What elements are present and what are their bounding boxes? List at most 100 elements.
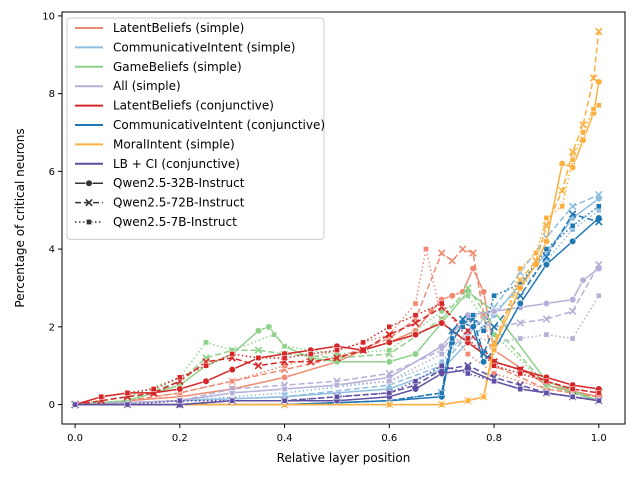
- y-tick-label: 8: [49, 89, 55, 100]
- data-point: [385, 330, 394, 339]
- legend-marker: [85, 198, 93, 207]
- data-point: [281, 397, 288, 404]
- data-point: [334, 393, 340, 400]
- legend-label: LatentBeliefs (conjunctive): [113, 99, 274, 113]
- data-point: [254, 327, 262, 335]
- data-point: [517, 265, 524, 272]
- x-axis: 0.0 0.2 0.4 0.6 0.8 1.0: [67, 424, 607, 444]
- data-point: [438, 319, 446, 327]
- data-point: [411, 319, 420, 327]
- data-point: [589, 74, 598, 82]
- data-point: [542, 299, 551, 308]
- legend-label: Qwen2.5-72B-Instruct: [113, 196, 245, 210]
- data-point: [543, 390, 550, 396]
- data-point: [98, 393, 105, 400]
- data-point: [517, 335, 524, 342]
- series-line-19: [75, 31, 600, 406]
- data-point: [228, 365, 236, 374]
- data-point: [465, 370, 471, 377]
- data-point: [579, 120, 587, 129]
- data-point: [307, 351, 314, 357]
- data-point: [386, 347, 393, 354]
- data-point: [437, 249, 446, 257]
- data-point: [150, 386, 157, 392]
- data-point: [517, 370, 524, 377]
- y-axis-label: Percentage of critical neurons: [13, 128, 27, 307]
- data-point: [281, 386, 288, 392]
- data-point: [568, 210, 577, 218]
- data-point: [491, 362, 497, 369]
- data-point: [280, 373, 289, 381]
- data-point: [265, 323, 273, 331]
- data-point: [386, 323, 393, 330]
- data-point: [412, 312, 419, 319]
- plot-frame: [61, 11, 626, 425]
- data-point: [229, 351, 236, 357]
- data-point: [517, 386, 524, 392]
- data-point: [438, 362, 445, 369]
- data-point: [176, 397, 183, 404]
- data-point: [568, 202, 577, 211]
- data-point: [449, 335, 456, 342]
- data-point: [438, 390, 445, 396]
- series-line-9: [75, 267, 600, 406]
- data-point: [124, 390, 131, 396]
- data-point: [590, 106, 597, 113]
- y-tick-label: 4: [49, 245, 55, 256]
- data-point: [558, 159, 566, 168]
- data-point: [470, 312, 476, 319]
- data-point: [569, 163, 577, 172]
- series-line-8: [74, 294, 600, 406]
- legend-label: LB + CI (conjunctive): [113, 157, 240, 171]
- data-point: [542, 222, 551, 230]
- data-point: [595, 397, 602, 404]
- data-point: [595, 260, 603, 269]
- data-point: [479, 358, 488, 366]
- x-axis-label: Relative layer position: [277, 451, 411, 465]
- data-point: [532, 256, 540, 265]
- data-point: [595, 190, 603, 199]
- data-point: [558, 187, 566, 195]
- data-point: [469, 249, 477, 257]
- data-point: [281, 343, 288, 350]
- data-point: [229, 390, 236, 396]
- data-point: [569, 296, 577, 304]
- data-point: [533, 250, 539, 256]
- data-point: [595, 78, 603, 86]
- data-point: [595, 390, 602, 396]
- data-point: [516, 276, 525, 284]
- data-point: [569, 335, 576, 342]
- data-point: [438, 308, 445, 315]
- data-point: [334, 382, 340, 388]
- legend-label: CommunicativeIntent (conjunctive): [113, 118, 325, 132]
- data-point: [491, 378, 497, 385]
- data-point: [412, 300, 419, 307]
- data-point: [542, 315, 551, 323]
- data-point: [438, 401, 445, 408]
- data-point: [516, 299, 524, 308]
- data-point: [490, 323, 498, 331]
- data-point: [580, 129, 586, 136]
- legend-label: Qwen2.5-7B-Instruct: [113, 215, 237, 229]
- legend-label: CommunicativeIntent (simple): [113, 40, 295, 54]
- data-point: [543, 215, 550, 221]
- data-point: [458, 315, 467, 323]
- data-point: [333, 354, 341, 362]
- series-line-23: [75, 364, 599, 406]
- data-point: [254, 361, 263, 370]
- data-point: [479, 350, 488, 358]
- data-point: [385, 338, 393, 346]
- data-point: [595, 102, 602, 109]
- legend-marker: [86, 219, 92, 225]
- data-point: [255, 355, 262, 361]
- data-point: [412, 378, 419, 385]
- x-tick-label: 0.8: [486, 433, 502, 444]
- data-point: [229, 397, 236, 404]
- data-point: [516, 319, 525, 327]
- data-point: [359, 346, 367, 354]
- y-tick-label: 2: [49, 322, 55, 333]
- data-point: [569, 386, 576, 392]
- data-point: [448, 292, 456, 300]
- legend-label: LatentBeliefs (simple): [113, 21, 244, 35]
